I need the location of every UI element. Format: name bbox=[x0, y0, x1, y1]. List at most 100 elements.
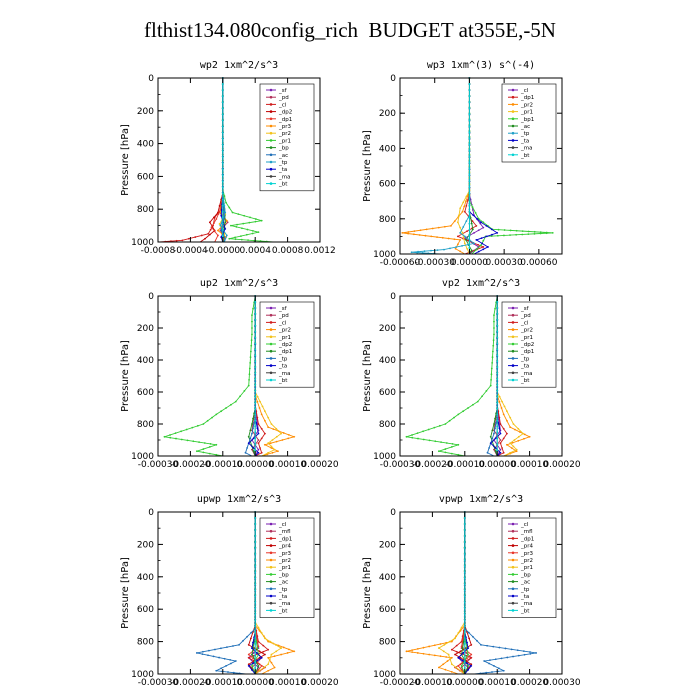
x-tick-label-0-4: 0.0008 bbox=[272, 246, 304, 256]
legend-entry-3-6: _dp1 bbox=[520, 349, 534, 355]
series-markers-2-5 bbox=[163, 295, 257, 456]
legend-entry-0-3: _dp2 bbox=[278, 110, 292, 116]
legend-entry-3-3: _pr2 bbox=[520, 328, 533, 334]
x-tick-label-3-5: 0.00020 bbox=[543, 460, 580, 470]
y-axis-label-2: Pressure [hPa] bbox=[120, 340, 131, 412]
x-tick-label-5-4: 0.00020 bbox=[511, 678, 548, 688]
y-tick-label-0-0: 0 bbox=[148, 74, 154, 84]
legend-2: _sf_pd_cl _pr2_pr1_dp2_dp1_tp _ta_ma_bt bbox=[259, 301, 315, 388]
legend-entry-0-4: _dp1 bbox=[278, 117, 292, 123]
series-line-5-3 bbox=[454, 512, 472, 675]
series-markers-4-9 bbox=[195, 511, 257, 675]
legend-entry-2-2: _cl bbox=[278, 320, 287, 326]
y-tick-label-3-2: 400 bbox=[379, 356, 396, 366]
y-tick-label-3-3: 600 bbox=[379, 388, 396, 398]
x-tick-label-4-1: -0.00020 bbox=[170, 678, 211, 688]
y-tick-label-0-2: 400 bbox=[137, 140, 154, 150]
chart-panel-4: upwp 1xm^2/s^3 Pressure [hPa] 0 200 400 600 80… bbox=[120, 494, 339, 688]
series-markers-2-10 bbox=[254, 295, 257, 451]
x-tick-label-2-1: -0.00020 bbox=[170, 460, 211, 470]
legend-entry-5-5: _pr2 bbox=[520, 558, 533, 564]
y-tick-label-5-5: 1000 bbox=[373, 670, 396, 680]
chart-title-0: wp2 1xm^2/s^3 bbox=[200, 60, 278, 71]
legend-4: _cl_mfl_dp1_pr4_pr3_pr2_pr1_bp_ac_tp_ta_… bbox=[259, 517, 315, 618]
legend-entry-0-10: _tp bbox=[278, 160, 288, 166]
x-tick-label-4-2: -0.00010 bbox=[203, 678, 244, 688]
legend-entry-0-9: _ac bbox=[278, 153, 288, 159]
series-line-3-5 bbox=[406, 295, 498, 457]
legend-entry-1-8: _ma bbox=[520, 146, 532, 152]
x-tick-label-0-0: -0.0008 bbox=[141, 246, 176, 256]
legend-entry-1-5: _ac bbox=[520, 124, 530, 130]
legend-entry-2-10: _bt bbox=[278, 378, 288, 384]
legend-3: _sf_pd_cl _pr2_pr1_dp2_dp1_tp _ta_ma_bt bbox=[501, 301, 557, 388]
legend-entry-2-8: _ta bbox=[278, 364, 287, 370]
legend-entry-0-5: _pr3 bbox=[278, 124, 292, 130]
chart-title-1: wp3 1xm^(3) s^(-4) bbox=[427, 60, 535, 71]
legend-entry-4-7: _bp bbox=[278, 572, 289, 578]
y-tick-label-0-1: 200 bbox=[137, 107, 154, 117]
y-tick-label-1-0: 0 bbox=[390, 74, 396, 84]
legend-entry-5-0: _cl bbox=[520, 522, 529, 528]
y-tick-label-3-5: 1000 bbox=[373, 452, 396, 462]
x-tick-label-4-5: 0.00020 bbox=[301, 678, 338, 688]
y-tick-label-2-0: 0 bbox=[148, 292, 154, 302]
y-tick-label-2-4: 800 bbox=[137, 420, 154, 430]
y-tick-label-2-5: 1000 bbox=[131, 452, 154, 462]
legend-entry-3-5: _dp2 bbox=[520, 342, 534, 348]
legend-entry-4-6: _pr1 bbox=[278, 565, 291, 571]
x-tick-label-2-5: 0.00020 bbox=[301, 460, 338, 470]
legend-entry-1-2: _pr2 bbox=[520, 102, 533, 108]
series-markers-4-12 bbox=[254, 511, 257, 669]
legend-entry-3-0: _sf bbox=[520, 306, 530, 312]
chart-title-4: upwp 1xm^2/s^3 bbox=[197, 494, 281, 505]
legend-entry-4-3: _pr4 bbox=[278, 544, 292, 550]
legend-entry-4-0: _cl bbox=[278, 522, 287, 528]
y-tick-label-1-4: 800 bbox=[379, 215, 396, 225]
legend-entry-3-10: _bt bbox=[520, 378, 530, 384]
legend-entry-2-5: _dp2 bbox=[278, 342, 292, 348]
chart-title-5: vpwp 1xm^2/s^3 bbox=[439, 494, 523, 505]
legend-entry-1-1: _dp1 bbox=[520, 95, 534, 101]
legend-entry-2-9: _ma bbox=[278, 371, 290, 377]
series-markers-5-12 bbox=[463, 511, 466, 669]
legend-5: _cl_mfl_dp1_pr4_pr3_pr2_pr1_bp_ac_tp_ta_… bbox=[501, 517, 557, 618]
legend-entry-4-10: _ta bbox=[278, 594, 287, 600]
x-tick-label-2-4: 0.00010 bbox=[269, 460, 306, 470]
legend-entry-5-8: _ac bbox=[520, 580, 530, 586]
legend-entry-0-6: _pr2 bbox=[278, 131, 291, 137]
series-line-5-2 bbox=[450, 512, 473, 675]
legend-entry-1-9: _bt bbox=[520, 153, 530, 159]
y-tick-label-5-2: 400 bbox=[379, 573, 396, 583]
legend-entry-4-12: _bt bbox=[278, 608, 288, 614]
legend-entry-3-9: _ma bbox=[520, 371, 532, 377]
y-tick-label-5-4: 800 bbox=[379, 638, 396, 648]
legend-entry-5-11: _ma bbox=[520, 601, 532, 607]
series-markers-0-13 bbox=[221, 77, 224, 237]
chart-panel-0: wp2 1xm^2/s^3 Pressure [hPa] 0 200 400 600 800… bbox=[120, 60, 336, 256]
y-axis-label-3: Pressure [hPa] bbox=[362, 340, 373, 412]
y-tick-label-2-1: 200 bbox=[137, 324, 154, 334]
y-tick-label-4-3: 600 bbox=[137, 605, 154, 615]
x-tick-label-1-2: 0.00000 bbox=[451, 258, 488, 268]
y-axis-label-5: Pressure [hPa] bbox=[362, 557, 373, 629]
legend-entry-1-7: _ta bbox=[520, 138, 529, 144]
y-tick-label-3-4: 800 bbox=[379, 420, 396, 430]
legend-entry-5-2: _dp1 bbox=[520, 536, 534, 542]
legend-entry-5-7: _bp bbox=[520, 572, 531, 578]
y-axis-label-1: Pressure [hPa] bbox=[362, 130, 373, 202]
legend-entry-2-7: _tp bbox=[278, 356, 288, 362]
legend-entry-0-11: _ta bbox=[278, 167, 287, 173]
legend-entry-4-11: _ma bbox=[278, 601, 290, 607]
legend-entry-5-4: _pr3 bbox=[520, 551, 534, 557]
legend-entry-4-5: _pr2 bbox=[278, 558, 291, 564]
legend-entry-5-6: _pr1 bbox=[520, 565, 533, 571]
x-tick-label-0-1: -0.0004 bbox=[173, 246, 208, 256]
y-tick-label-1-5: 1000 bbox=[373, 250, 396, 260]
series-line-1-1 bbox=[456, 78, 485, 255]
y-tick-label-4-0: 0 bbox=[148, 508, 154, 518]
y-axis-label-4: Pressure [hPa] bbox=[120, 557, 131, 629]
chart-title-3: vp2 1xm^2/s^3 bbox=[442, 278, 520, 289]
legend-entry-0-8: _bp bbox=[278, 146, 289, 152]
